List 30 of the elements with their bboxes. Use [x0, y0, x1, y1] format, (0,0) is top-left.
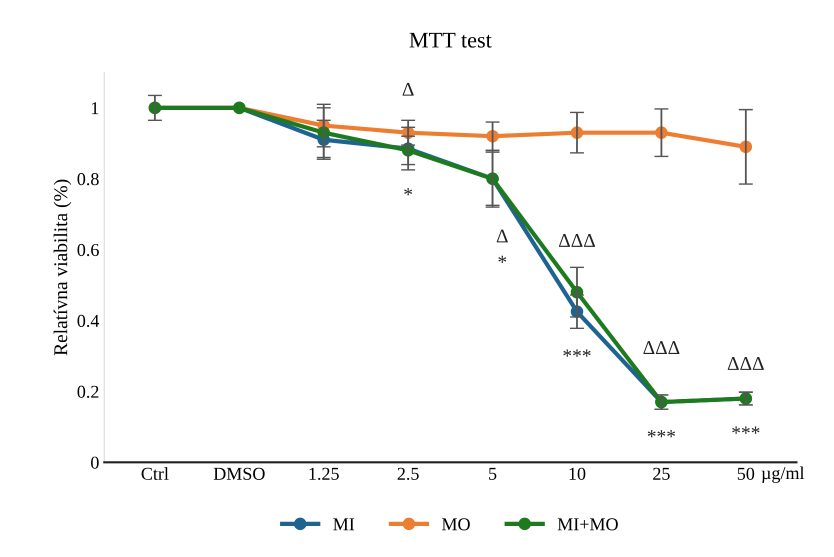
legend-label: MI: [333, 518, 354, 530]
chart-title: MTT test: [410, 32, 492, 48]
x-tick-label: DMSO: [214, 468, 265, 480]
annotation: Δ: [496, 230, 508, 242]
annotation: ΔΔΔ: [558, 234, 596, 247]
x-tick-label: 1.25: [310, 468, 339, 480]
y-tick-label: 0: [91, 456, 99, 469]
annotation: ***: [732, 426, 760, 434]
x-tick-label: 10: [570, 468, 586, 480]
x-tick-label: 25: [653, 468, 670, 480]
x-tick-label: Ctrl: [142, 467, 169, 480]
annotation: ΔΔΔ: [643, 341, 680, 354]
y-tick-label: 0.2: [78, 386, 98, 398]
y-axis-title: Relatívna viabilita (%): [54, 180, 72, 356]
annotation: Δ: [402, 82, 414, 96]
x-tick-label: 50: [738, 468, 754, 480]
annotation: *: [404, 188, 412, 196]
x-tick-label: 2.5: [398, 468, 419, 480]
annotation: *: [498, 256, 506, 263]
y-tick-label: 0.4: [78, 314, 100, 328]
y-tick-label: 0.8: [78, 173, 99, 186]
annotation: ΔΔΔ: [728, 357, 764, 370]
x-tick-label: 5: [489, 468, 496, 480]
y-tick-label: 1: [92, 102, 98, 114]
y-tick-label: 0.6: [78, 244, 99, 256]
x-axis-title: µg/ml: [762, 466, 804, 483]
annotation: ***: [648, 430, 676, 438]
legend-label: MO: [442, 518, 470, 530]
annotation: ***: [563, 349, 591, 357]
legend-label: MI+MO: [558, 518, 618, 530]
